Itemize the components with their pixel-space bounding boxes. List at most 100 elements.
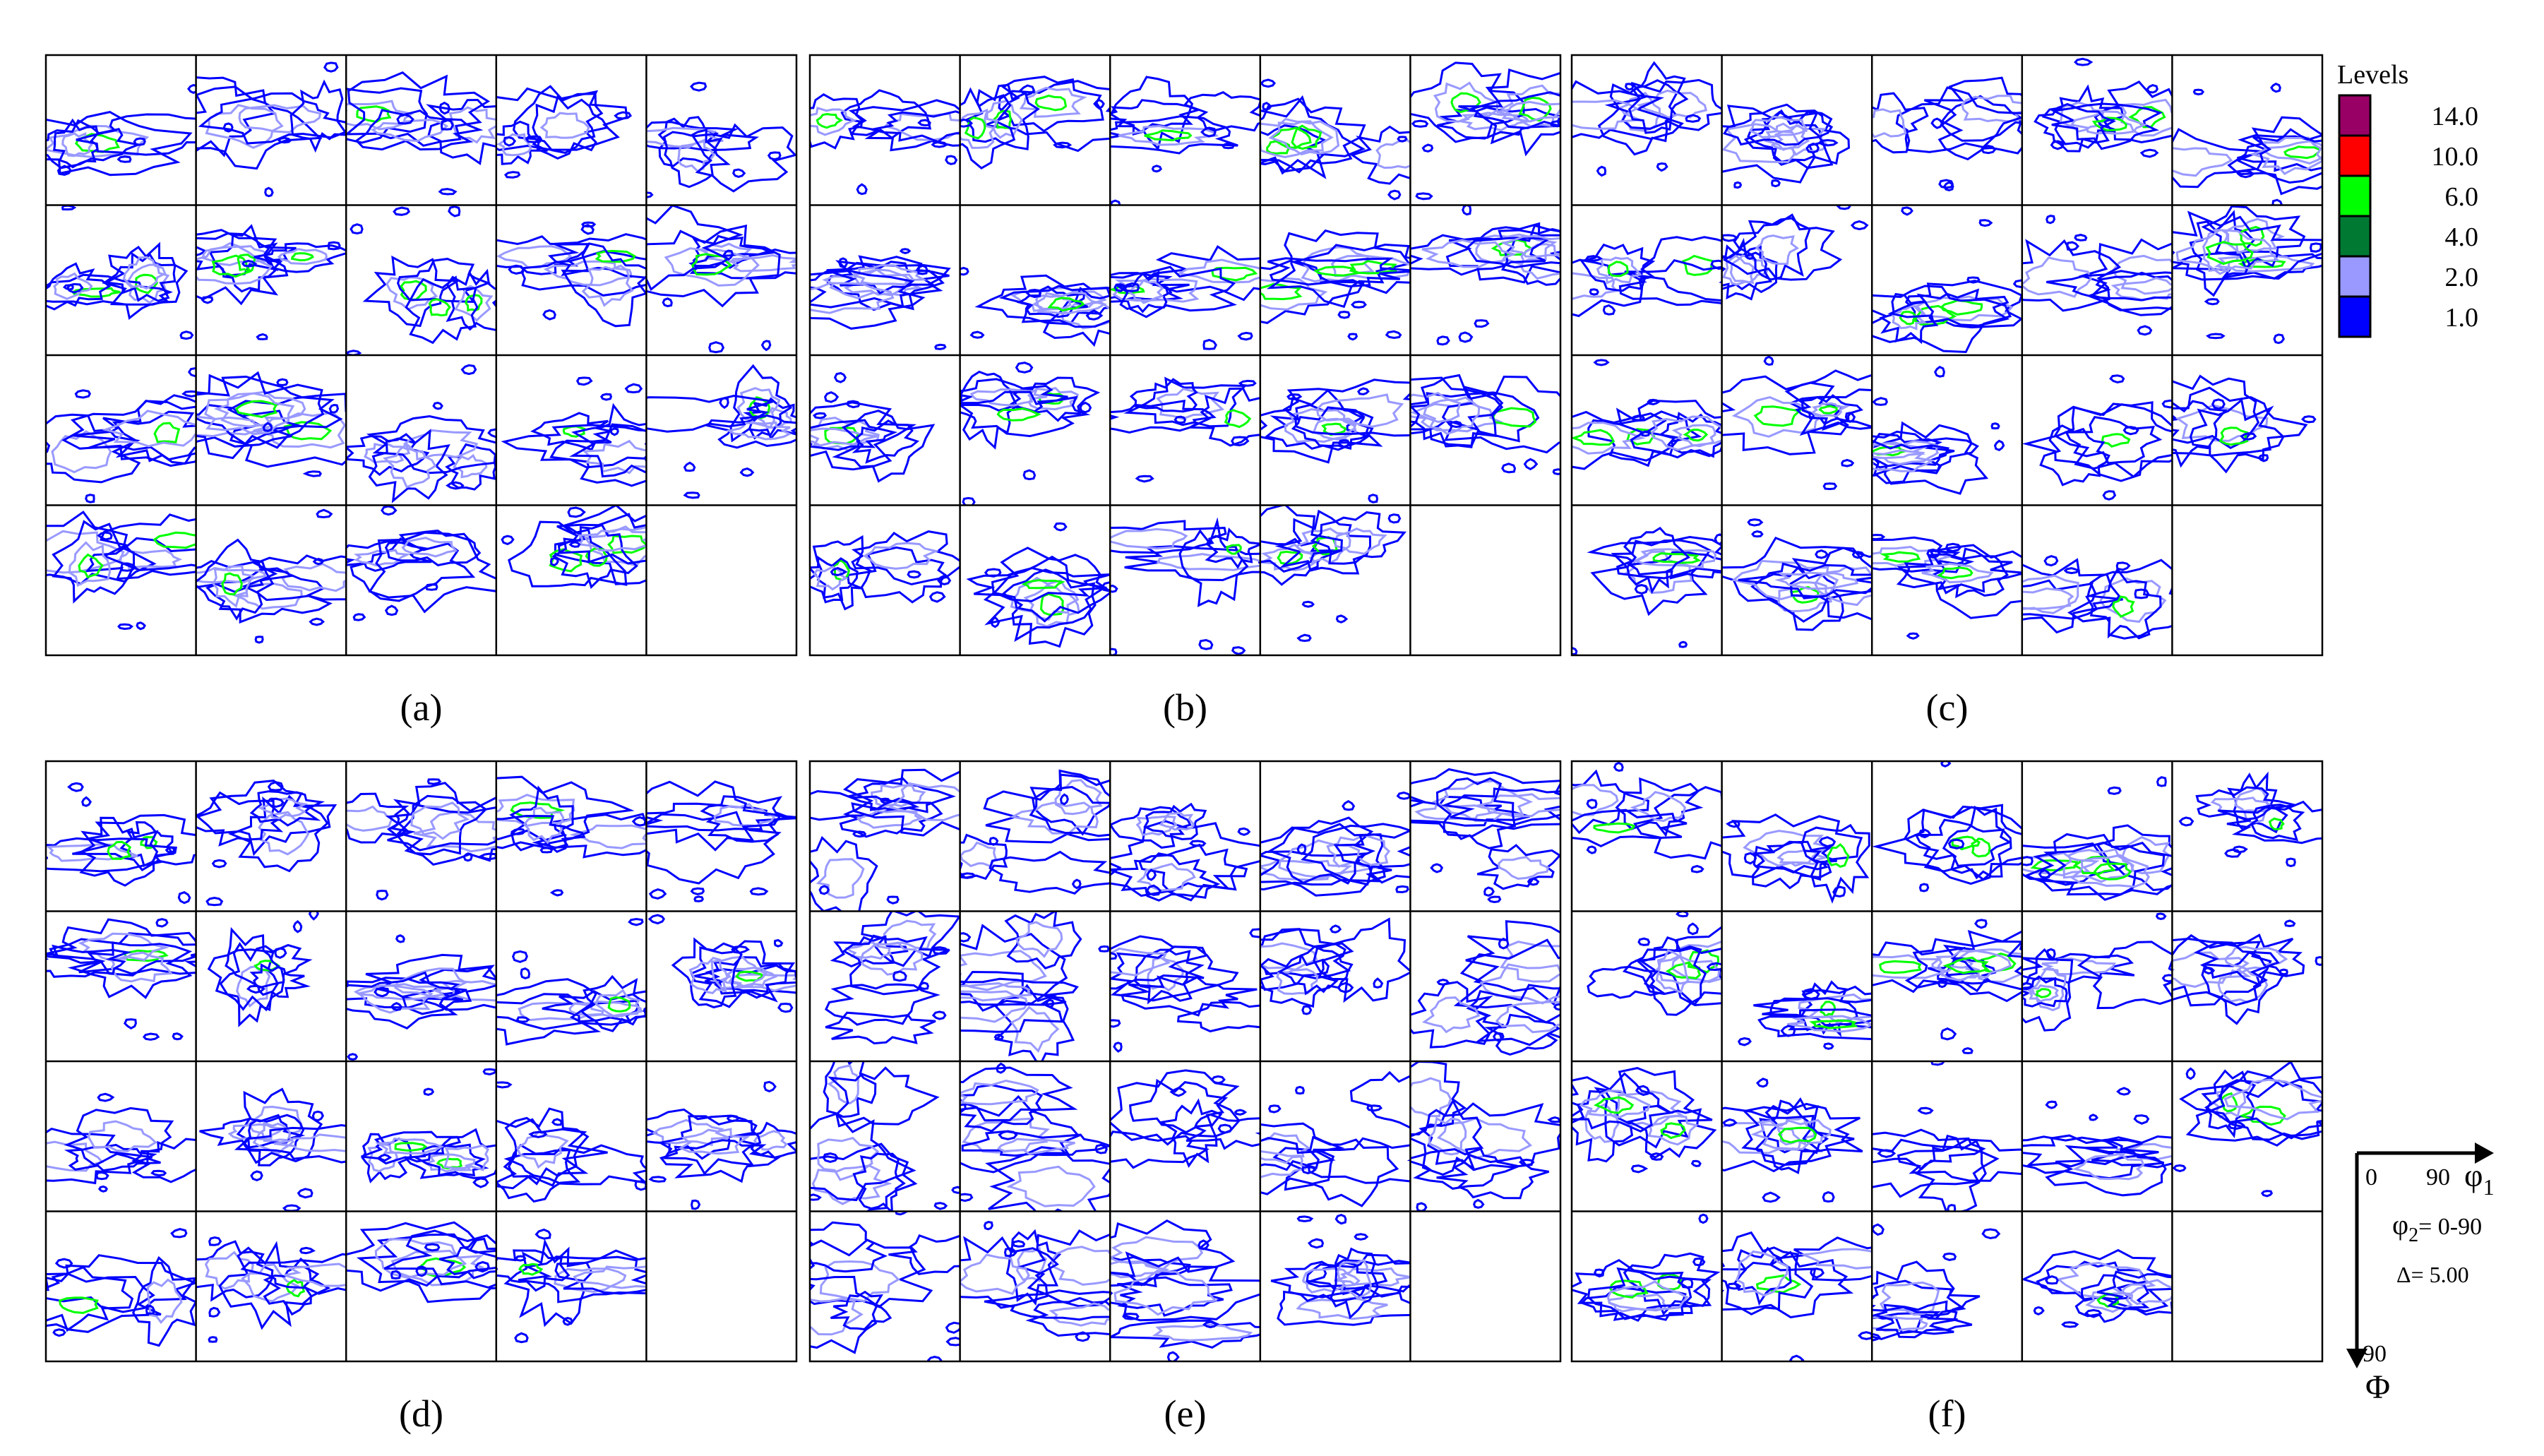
contour-line-level-1 bbox=[554, 1249, 647, 1295]
contour-speck bbox=[1231, 436, 1250, 447]
odf-section bbox=[196, 508, 347, 644]
contour-speck bbox=[2107, 786, 2122, 795]
contour-line-level-1 bbox=[346, 977, 464, 1009]
contour-group bbox=[496, 1228, 647, 1344]
contour-group bbox=[46, 918, 196, 1041]
contour-line-level-1 bbox=[530, 412, 612, 451]
contour-line-level-1 bbox=[532, 95, 609, 160]
contour-group bbox=[46, 1092, 196, 1193]
odf-section bbox=[1721, 518, 1873, 631]
contour-line-level-1 bbox=[503, 1144, 647, 1186]
phi1-arrowhead bbox=[2475, 1142, 2494, 1164]
contour-line-level-1 bbox=[2074, 1274, 2150, 1323]
contour-speck bbox=[1836, 205, 1851, 210]
contour-speck bbox=[377, 1153, 393, 1162]
contour-speck bbox=[393, 206, 411, 216]
contour-speck bbox=[133, 137, 146, 146]
legend-row: 2.0 bbox=[2338, 255, 2478, 298]
contour-line-level-2 bbox=[2022, 574, 2079, 614]
contour-speck bbox=[2116, 1087, 2132, 1096]
contour-line-level-1 bbox=[1025, 1296, 1111, 1337]
contour-line-level-1 bbox=[2039, 424, 2110, 487]
panels: (a) (b) (c) (d) (e) (f) bbox=[44, 54, 2324, 1435]
contour-speck bbox=[1053, 141, 1073, 149]
contour-speck bbox=[390, 1002, 402, 1011]
contour-line-level-2 bbox=[2223, 1078, 2322, 1121]
contour-speck bbox=[928, 591, 946, 603]
contour-line-level-1 bbox=[1622, 947, 1722, 1006]
contour-speck bbox=[1901, 206, 1913, 216]
contour-speck bbox=[246, 984, 266, 994]
contour-speck bbox=[2133, 1114, 2150, 1125]
contour-speck bbox=[996, 1062, 1007, 1074]
contour-speck bbox=[1572, 647, 1578, 655]
contour-speck bbox=[763, 1080, 777, 1093]
contour-line-level-1 bbox=[46, 1272, 162, 1333]
contour-line-level-1 bbox=[851, 530, 960, 586]
contour-speck bbox=[496, 1081, 513, 1089]
contour-speck bbox=[2202, 966, 2216, 975]
odf-section bbox=[496, 1081, 647, 1203]
contour-speck bbox=[1844, 412, 1856, 423]
contour-speck bbox=[52, 1328, 66, 1337]
contour-line-level-1 bbox=[396, 794, 496, 866]
contour-speck bbox=[1202, 1320, 1219, 1329]
contour-line-level-2 bbox=[568, 1000, 643, 1018]
contour-line-level-2 bbox=[728, 973, 797, 992]
contour-line-level-1 bbox=[425, 98, 496, 166]
contour-line-level-1 bbox=[1753, 997, 1873, 1027]
contour-line-level-2 bbox=[1135, 815, 1178, 837]
contour-line-level-1 bbox=[405, 275, 479, 345]
contour-speck bbox=[1231, 646, 1246, 655]
contour-speck bbox=[390, 1270, 402, 1280]
odf-section bbox=[810, 371, 936, 483]
contour-speck bbox=[2122, 426, 2139, 436]
contour-speck bbox=[2074, 234, 2088, 241]
contour-line-level-1 bbox=[984, 1289, 1111, 1321]
contour-speck bbox=[2137, 325, 2153, 336]
contour-line-level-1 bbox=[1110, 1069, 1241, 1146]
contour-speck bbox=[1294, 1085, 1305, 1095]
contour-line-level-2 bbox=[122, 256, 167, 290]
contour-line-level-1 bbox=[2172, 374, 2260, 450]
odf-section bbox=[1110, 245, 1260, 350]
contour-speck bbox=[1296, 1215, 1314, 1223]
contour-group bbox=[1410, 768, 1561, 904]
contour-line-level-6 bbox=[465, 294, 483, 312]
contour-line-level-1 bbox=[1597, 79, 1678, 156]
contour-line-level-2 bbox=[1750, 1118, 1832, 1150]
contour-group bbox=[1260, 917, 1411, 1015]
contour-speck bbox=[462, 852, 473, 862]
contour-line-level-1 bbox=[1267, 257, 1411, 288]
contour-line-level-1 bbox=[2022, 1135, 2165, 1180]
contour-group bbox=[2022, 1248, 2173, 1328]
contour-speck bbox=[510, 828, 526, 835]
contour-line-level-1 bbox=[1178, 517, 1249, 607]
contour-line-level-2 bbox=[678, 1128, 751, 1155]
contour-speck bbox=[822, 1152, 839, 1163]
contour-speck bbox=[1930, 117, 1944, 129]
contour-line-level-1 bbox=[1009, 376, 1101, 422]
contour-speck bbox=[1961, 1047, 1973, 1055]
contour-speck bbox=[1594, 1268, 1605, 1278]
contour-speck bbox=[580, 221, 597, 228]
contour-speck bbox=[1368, 494, 1379, 503]
contour-line-level-1 bbox=[496, 978, 602, 1046]
contour-speck bbox=[97, 1092, 115, 1102]
contour-line-level-1 bbox=[253, 242, 347, 273]
contour-line-level-1 bbox=[1789, 547, 1873, 621]
contour-line-level-1 bbox=[1757, 1008, 1873, 1041]
contour-line-level-1 bbox=[960, 1094, 1080, 1174]
contour-line-level-2 bbox=[1260, 1150, 1307, 1178]
panel-grid bbox=[808, 760, 1562, 1363]
contour-line-level-1 bbox=[960, 924, 1068, 1012]
contour-speck bbox=[767, 151, 782, 161]
contour-speck bbox=[960, 266, 969, 276]
contour-line-level-1 bbox=[554, 505, 647, 585]
contour-speck bbox=[1850, 220, 1869, 231]
odf-section bbox=[825, 911, 960, 1045]
contour-speck bbox=[951, 1186, 960, 1194]
contour-line-level-2 bbox=[1110, 527, 1188, 550]
contour-line-level-2 bbox=[497, 133, 532, 157]
contour-speck bbox=[61, 205, 77, 211]
